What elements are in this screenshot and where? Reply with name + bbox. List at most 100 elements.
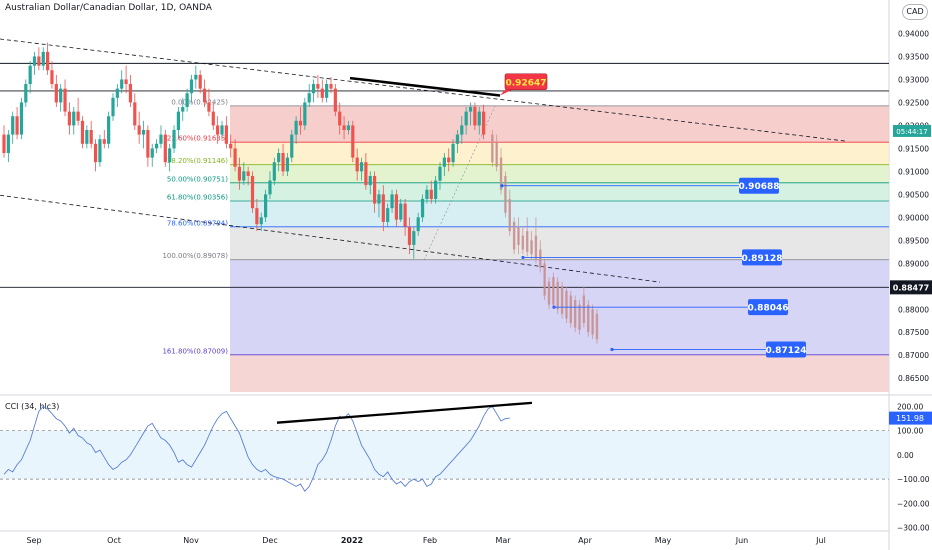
- cci-line: [3, 405, 510, 492]
- candle-body: [259, 217, 263, 225]
- fib-zone: [230, 200, 889, 227]
- time-axis: Sep Oct Nov Dec 2022 Feb Mar Apr May Jun Jul: [26, 536, 825, 545]
- cci-indicator-title[interactable]: CCI (34, hlc3): [5, 402, 60, 411]
- callout-label: 0.92647: [506, 78, 547, 88]
- candle-body: [307, 93, 311, 103]
- callout-pointer: [500, 89, 512, 96]
- fib-zone: [230, 105, 889, 143]
- projection-body: [530, 240, 533, 255]
- candle-body: [346, 125, 351, 131]
- candle-body: [412, 231, 416, 245]
- projection-candles: [491, 130, 599, 344]
- candle-body: [107, 116, 111, 144]
- time-tick-label: Sep: [26, 536, 41, 545]
- candle-body: [141, 130, 146, 135]
- target-dot: [500, 184, 504, 188]
- candle-body: [15, 116, 19, 135]
- candle-body: [482, 111, 486, 135]
- projection-body: [534, 235, 538, 259]
- projection-body: [517, 226, 520, 245]
- candle-body: [216, 125, 220, 135]
- candle-body: [407, 226, 412, 245]
- projection-body: [556, 281, 559, 310]
- cci-band: [0, 430, 889, 480]
- projection-body: [582, 295, 586, 324]
- current-price-label: 0.88477: [893, 283, 929, 292]
- candle-body: [189, 79, 194, 94]
- candle-body: [425, 189, 429, 199]
- candle-body: [124, 79, 128, 85]
- candle-body: [72, 111, 76, 126]
- candle-body: [303, 102, 307, 126]
- candle-body: [246, 171, 250, 176]
- candle-body: [438, 166, 442, 181]
- price-tick-label: 0.91500: [898, 144, 929, 153]
- projection-body: [560, 286, 564, 314]
- candle-body: [290, 134, 294, 158]
- projection-body: [591, 309, 594, 335]
- candle-body: [355, 157, 359, 172]
- fib-level-label: 50.00%(0.90751): [167, 175, 228, 183]
- candle-body: [50, 70, 54, 85]
- target-label-box: [742, 249, 782, 266]
- fib-level-label: 161.80%(0.87009): [162, 347, 228, 355]
- candle-body: [268, 180, 272, 195]
- candle-body: [316, 84, 320, 89]
- time-tick-label: Oct: [107, 536, 121, 545]
- projection-body: [578, 304, 581, 330]
- candle-body: [54, 84, 58, 103]
- target-label: 0.90688: [739, 182, 780, 192]
- candle-body: [281, 152, 285, 172]
- annotations: 0.90688 0.89128 0.88046 0.87124 0.92647: [500, 73, 807, 358]
- candle-body: [185, 93, 189, 108]
- candle-body: [429, 189, 433, 199]
- candle-body: [460, 125, 464, 135]
- fib-level-label: 61.80%(0.90356): [167, 193, 228, 201]
- candle-body: [451, 143, 455, 163]
- candle-body: [229, 143, 233, 149]
- candle-body: [294, 120, 298, 135]
- fib-level-label: 78.60%(0.89794): [167, 219, 228, 227]
- candle-body: [115, 88, 119, 98]
- candle-body: [85, 130, 89, 144]
- projection-body: [587, 304, 590, 333]
- cci-tick-label: −300.00: [897, 524, 930, 533]
- fib-level-label: 38.20%(0.91146): [167, 157, 228, 165]
- candle-body: [159, 134, 163, 144]
- currency-button[interactable]: CAD: [902, 4, 928, 20]
- price-tick-label: 0.88000: [898, 305, 929, 314]
- fib-level-label: 100.00%(0.89078): [162, 252, 228, 260]
- price-tick-label: 0.89000: [898, 259, 929, 268]
- candle-body: [368, 175, 372, 186]
- channel-bottom-line: [0, 194, 661, 283]
- candle-body: [63, 88, 67, 112]
- price-axis: 0.940000.935000.930000.925000.920000.915…: [890, 29, 932, 383]
- projection-body: [526, 231, 529, 252]
- time-tick-label: May: [655, 536, 672, 545]
- candle-body: [80, 120, 85, 144]
- fib-zone: [230, 354, 889, 392]
- price-tick-label: 0.93500: [898, 52, 929, 61]
- projection-body: [573, 300, 577, 328]
- candle-body: [477, 111, 481, 126]
- candle-body: [146, 130, 150, 158]
- target-label-box: [739, 177, 779, 194]
- projection-body: [495, 141, 498, 167]
- candle-body: [6, 134, 10, 153]
- cci-value-badge: [889, 411, 932, 425]
- current-price-badge: [890, 280, 932, 295]
- price-tick-label: 0.92500: [898, 98, 929, 107]
- candle-body: [364, 162, 368, 186]
- time-tick-label: Dec: [262, 536, 277, 545]
- cci-tick-label: 100.00: [897, 427, 923, 436]
- candle-body: [194, 74, 198, 80]
- cci-tick-label: 200.00: [897, 402, 923, 411]
- cci-tick-label: −200.00: [897, 499, 930, 508]
- target-label-box: [766, 341, 806, 358]
- candle-body: [32, 56, 37, 66]
- candle-body: [11, 116, 15, 135]
- time-tick-label: Jun: [735, 536, 749, 545]
- target-label: 0.89128: [742, 254, 783, 264]
- candle-body: [198, 74, 202, 89]
